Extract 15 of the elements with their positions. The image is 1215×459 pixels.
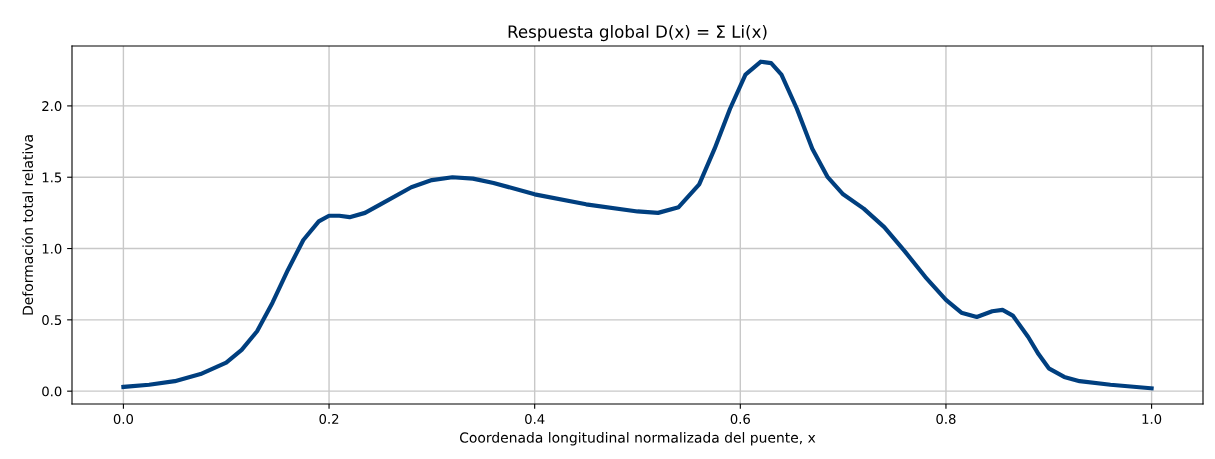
x-tick-label: 0.8 [936, 413, 956, 424]
y-tick-label: 1.5 [42, 172, 62, 183]
chart-title: Respuesta global D(x) = Σ Li(x) [508, 25, 767, 42]
x-tick-label: 1.0 [1142, 413, 1162, 424]
y-tick-label: 0.5 [42, 315, 62, 326]
x-tick-label: 0.2 [319, 413, 339, 424]
x-tick-label: 0.0 [113, 413, 134, 424]
y-tick-label: 2.0 [42, 101, 62, 112]
x-tick-label: 0.6 [730, 413, 750, 424]
y-axis-title: Deformación total relativa [21, 135, 34, 315]
x-axis-title: Coordenada longitudinal normalizada del puente, x [459, 432, 816, 446]
line-series [121, 59, 1154, 391]
y-tick-label: 1.0 [42, 243, 62, 254]
y-tick-label: 0.0 [42, 386, 62, 397]
x-tick-label: 0.4 [525, 413, 545, 424]
